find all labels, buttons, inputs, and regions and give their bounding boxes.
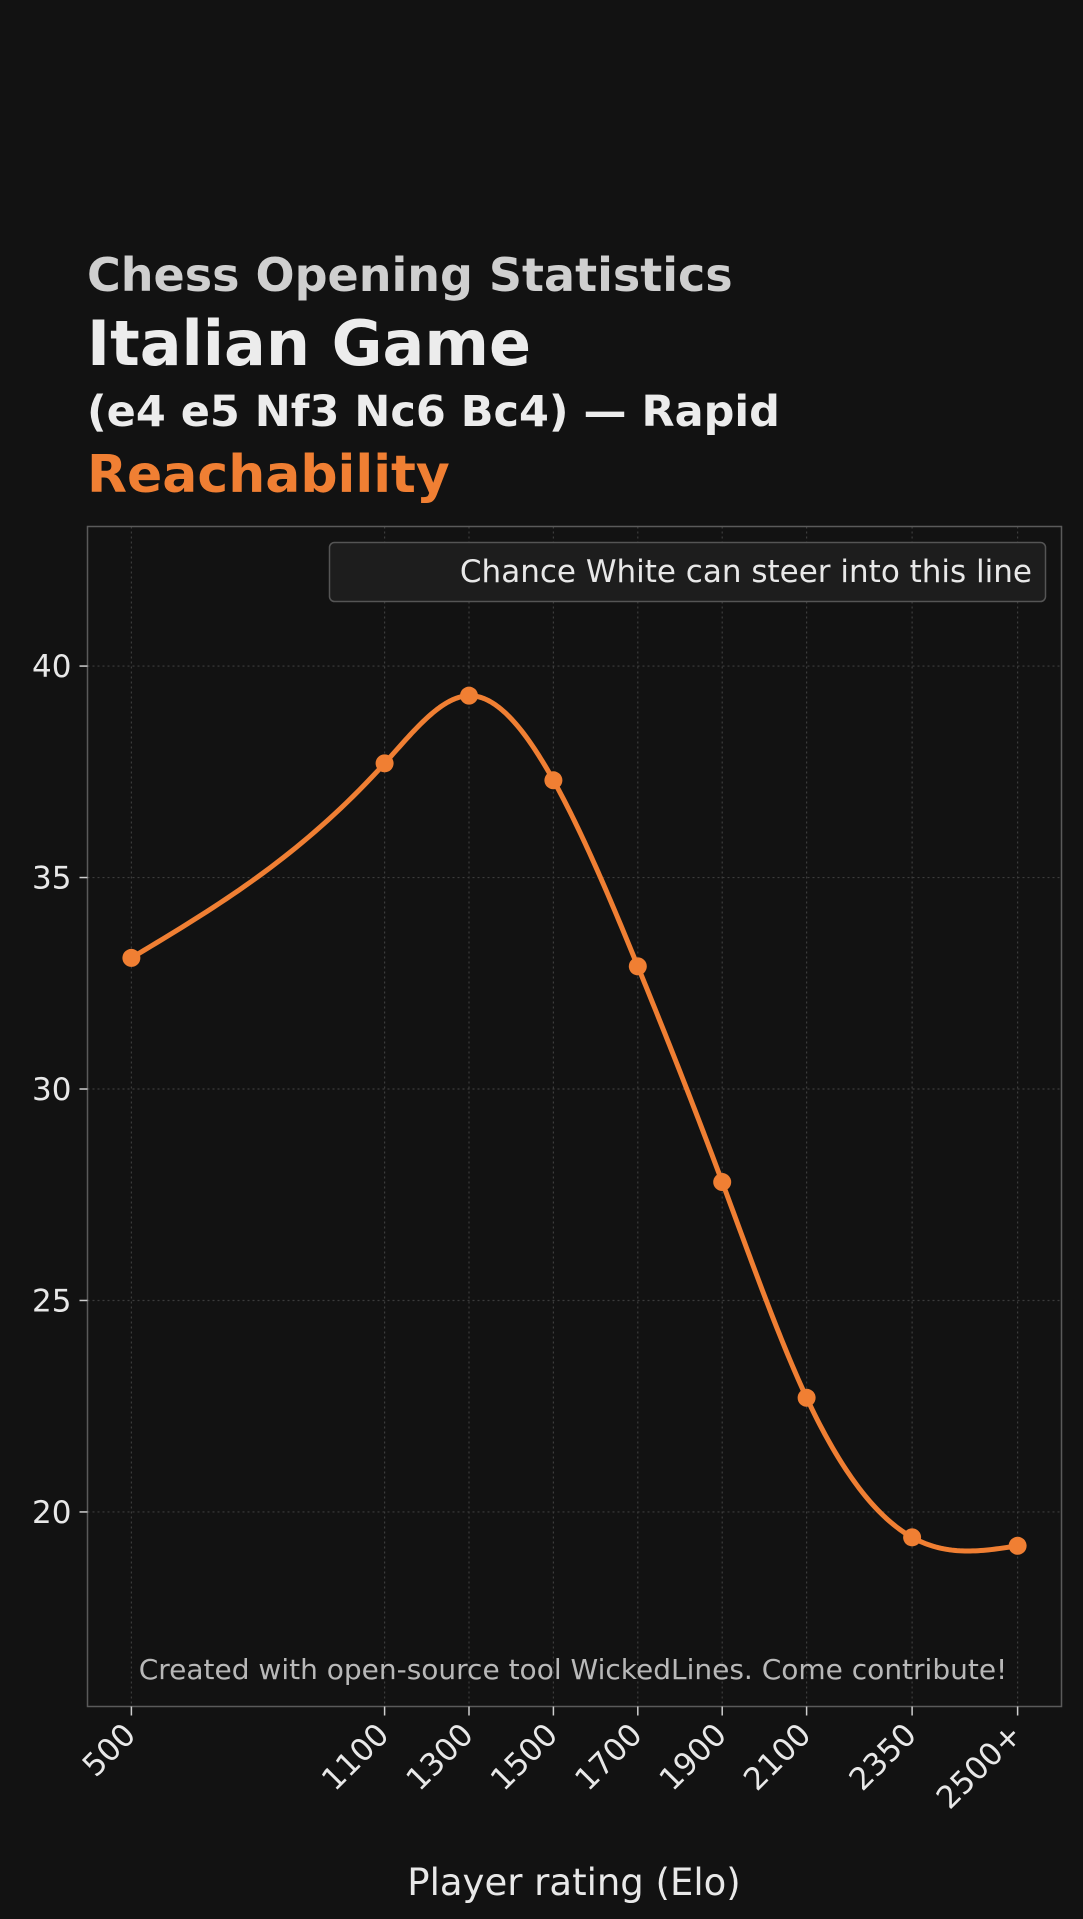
data-point <box>903 1528 922 1547</box>
x-axis: 500 1100 1300 1500 1700 1900 2100 2350 2500+ <box>76 1706 1030 1817</box>
watermark-text: Created with open-source tool WickedLine… <box>139 1653 1008 1686</box>
data-point <box>713 1173 732 1192</box>
series-line <box>128 693 1021 1554</box>
x-tick-label: 1900 <box>653 1717 734 1798</box>
y-tick-label: 25 <box>32 1283 71 1319</box>
data-point <box>544 771 563 790</box>
data-point <box>1008 1536 1027 1555</box>
data-point <box>375 754 394 773</box>
chart-subtitle: (e4 e5 Nf3 Nc6 Bc4) — Rapid <box>87 387 780 437</box>
metric-title: Reachability <box>87 445 450 505</box>
legend-box <box>328 541 1047 603</box>
data-point <box>797 1388 816 1407</box>
x-tick-label: 1100 <box>315 1717 396 1798</box>
x-tick-label: 2350 <box>843 1717 924 1798</box>
y-tick-label: 40 <box>32 649 71 685</box>
legend-label: Chance White can steer into this line <box>460 554 1032 590</box>
chart-kicker: Chess Opening Statistics <box>87 248 733 302</box>
chart-title: Italian Game <box>87 307 531 380</box>
grid <box>87 526 1062 1707</box>
legend: Chance White can steer into this line <box>328 541 1047 603</box>
data-point <box>628 957 647 976</box>
x-tick-label: 500 <box>76 1717 143 1784</box>
x-tick-label: 1700 <box>568 1717 649 1798</box>
x-tick-label: 1300 <box>399 1717 480 1798</box>
data-point <box>459 686 478 705</box>
data-points <box>122 686 1027 1555</box>
x-tick-label: 1500 <box>484 1717 565 1798</box>
x-tick-label: 2500+ <box>930 1717 1030 1817</box>
y-axis: 20 25 30 35 40 <box>32 649 88 1531</box>
x-tick-label: 2100 <box>737 1717 818 1798</box>
y-tick-label: 35 <box>32 861 71 897</box>
data-point <box>122 948 141 967</box>
plot-frame <box>86 525 1063 1708</box>
x-axis-label: Player rating (Elo) <box>407 1861 740 1904</box>
y-tick-label: 20 <box>32 1495 71 1531</box>
y-tick-label: 30 <box>32 1072 71 1108</box>
